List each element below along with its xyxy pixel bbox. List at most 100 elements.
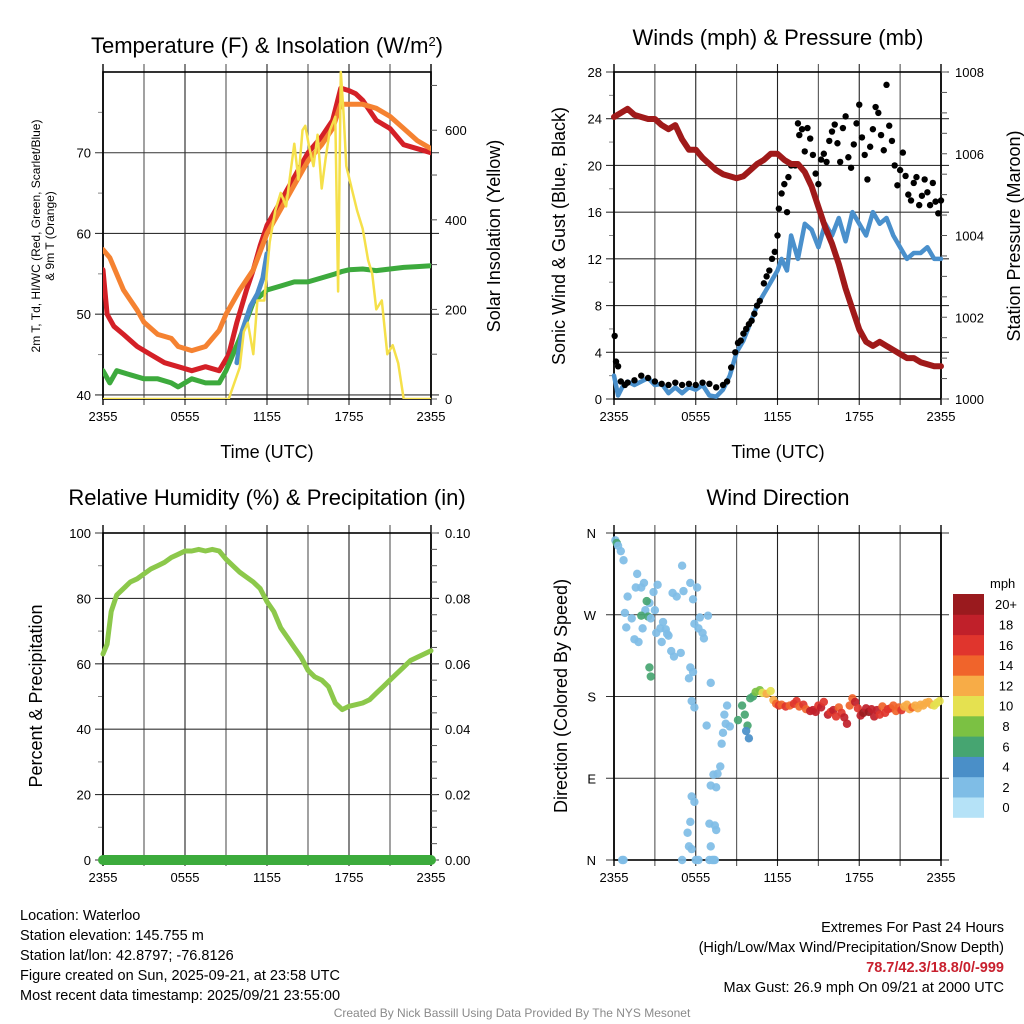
gust-point — [651, 378, 659, 385]
gust-point — [712, 384, 720, 391]
direction-point — [686, 817, 695, 827]
colorbar-label: 8 — [1002, 719, 1009, 734]
gust-point — [869, 126, 877, 133]
colorbar-swatch — [953, 594, 984, 615]
colorbar-label: 0 — [1002, 800, 1009, 815]
gust-point — [861, 151, 868, 159]
y-right-tick-label: 0.08 — [445, 591, 470, 606]
x-tick-label: 1755 — [335, 409, 364, 424]
gust-point — [937, 197, 945, 204]
direction-point — [677, 561, 687, 570]
x-tick-label: 0555 — [681, 870, 710, 885]
extremes-values: 78.7/42.3/18.8/0/-999 — [866, 960, 1004, 976]
gust-point — [658, 380, 665, 388]
gust-point — [847, 164, 855, 171]
station-info: Location: Waterloo Station elevation: 14… — [20, 906, 340, 1006]
direction-point — [650, 606, 660, 615]
gust-point — [932, 198, 939, 205]
direction-point — [658, 617, 668, 627]
gust-point — [807, 135, 814, 142]
colorbar-swatch — [953, 776, 984, 798]
colorbar-swatch — [953, 756, 984, 778]
gust-point — [740, 330, 747, 337]
gust-point — [665, 381, 672, 389]
y-tick-label: 70 — [77, 146, 91, 161]
gust-point — [866, 143, 874, 150]
gust-point — [778, 190, 785, 197]
y-tick-label: 20 — [588, 158, 602, 173]
gust-point — [798, 126, 806, 133]
wind-chart: 2355 0555 1155 1755 2355 Winds (mph) & Pressu… — [549, 25, 1024, 462]
direction-point — [619, 556, 628, 565]
gust-point — [812, 170, 819, 177]
gust-point — [763, 273, 770, 280]
x-tick-label: 1155 — [253, 409, 281, 424]
direction-point — [717, 739, 726, 748]
gust-point — [624, 379, 631, 386]
gust-point — [921, 176, 928, 183]
gust-point — [831, 121, 838, 128]
gust-point — [918, 192, 926, 199]
plot-frame — [102, 71, 432, 400]
y-axis-label: Sonic Wind & Gust (Blue, Black) — [549, 107, 569, 365]
gust-point — [929, 179, 937, 187]
gust-point — [768, 255, 776, 263]
gust-point — [742, 325, 750, 333]
title-text: Temperature (F) & Insolation (W/m — [91, 33, 428, 58]
gust-point — [896, 166, 904, 174]
extremes-title: Extremes For Past 24 Hours — [821, 920, 1004, 936]
gust-point — [815, 180, 822, 188]
direction-point — [634, 637, 643, 647]
extremes-subtitle: (High/Low/Max Wind/Precipitation/Snow De… — [698, 940, 1004, 956]
direction-point — [935, 696, 944, 706]
y-tick-label: 80 — [77, 591, 91, 606]
gust-point — [872, 103, 879, 111]
colorbar-label: 20+ — [995, 597, 1017, 612]
gust-point — [853, 120, 860, 127]
title-text-end: ) — [436, 33, 443, 58]
series-relative-humidity — [100, 546, 434, 713]
direction-point — [687, 844, 696, 854]
gust-point — [756, 297, 763, 305]
gust-point — [935, 210, 942, 217]
y-tick-label: W — [584, 608, 597, 623]
gust-point — [775, 205, 783, 212]
chart-title: Winds (mph) & Pressure (mb) — [633, 25, 924, 50]
gust-point — [748, 317, 755, 324]
gust-point — [916, 201, 923, 209]
gust-point — [826, 137, 833, 145]
colorbar-label: 2 — [1002, 780, 1009, 795]
colorbar-swatch — [953, 675, 984, 696]
x-tick-label: 2355 — [417, 409, 446, 424]
y-tick-label: 100 — [69, 526, 91, 541]
series-td — [103, 263, 431, 390]
y-tick-label: 50 — [77, 307, 91, 322]
direction-point — [646, 614, 655, 623]
gust-point — [760, 280, 768, 287]
x-tick-label: 0555 — [681, 409, 710, 424]
gust-point — [804, 124, 811, 132]
direction-point — [766, 686, 775, 696]
colorbar-swatch — [953, 736, 984, 757]
series-station-pressure — [611, 105, 944, 370]
title-superscript: 2 — [428, 34, 435, 49]
y-tick-label: 8 — [595, 299, 602, 314]
direction-point — [716, 762, 725, 771]
direction-point — [741, 726, 751, 736]
gust-point — [910, 179, 917, 187]
direction-point — [677, 855, 687, 865]
y-axis-label: Percent & Precipitation — [26, 604, 46, 787]
plot-frame — [613, 532, 942, 861]
x-tick-label: 2355 — [600, 409, 629, 424]
gust-point — [727, 364, 735, 371]
x-tick-label: 1155 — [253, 870, 281, 885]
y-axis-label-2: & 9m T (Orange) — [43, 191, 57, 281]
series-solar-insolation — [103, 70, 431, 399]
y-right-tick-label: 0.10 — [445, 526, 470, 541]
rh-chart: 2355 0555 1155 1755 2355 Relative Humidity (%… — [26, 485, 470, 885]
direction-point — [668, 588, 677, 598]
y-right-tick-label: 1008 — [955, 65, 984, 80]
colorbar-swatch — [953, 715, 984, 737]
series-9m-t — [103, 101, 431, 354]
y-tick-label: 60 — [77, 226, 91, 241]
